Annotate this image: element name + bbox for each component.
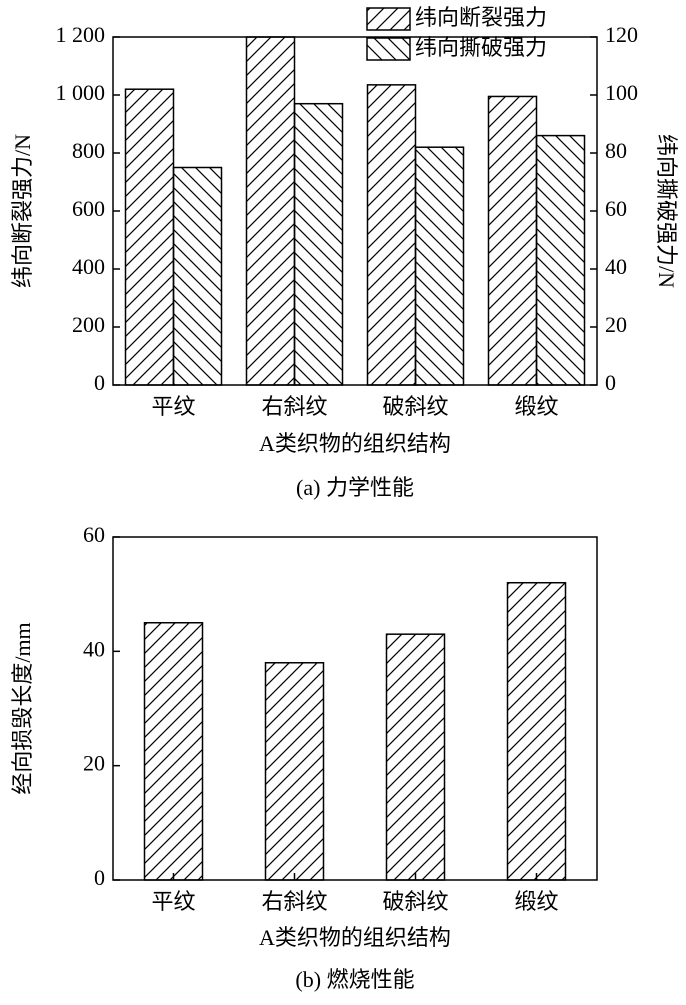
- bar: [535, 134, 586, 386]
- bar: [385, 633, 446, 881]
- y2-tick-label: 0: [605, 370, 616, 395]
- y2-tick-label: 20: [605, 312, 627, 337]
- bar: [506, 581, 567, 881]
- x-axis-label: A类织物的组织结构: [259, 925, 451, 950]
- y-tick-label: 800: [72, 138, 105, 163]
- y-tick-label: 20: [83, 751, 105, 776]
- x-tick-label: 破斜纹: [382, 394, 448, 419]
- y-axis-label: 纬向断裂强力/N: [10, 134, 35, 288]
- caption: (a) 力学性能: [296, 475, 414, 500]
- bar: [245, 36, 296, 386]
- bar: [124, 88, 175, 386]
- x-tick-label: 缎纹: [514, 889, 558, 914]
- y-axis-label: 经向损毁长度/mm: [10, 622, 35, 794]
- y-tick-label: 1 000: [56, 80, 106, 105]
- bar: [172, 166, 223, 386]
- y-tick-label: 600: [72, 196, 105, 221]
- y2-axis-label: 纬向撕破强力/N: [654, 134, 679, 288]
- x-tick-label: 破斜纹: [382, 889, 448, 914]
- y-tick-label: 200: [72, 312, 105, 337]
- x-tick-label: 平纹: [151, 889, 195, 914]
- legend-swatch: [366, 7, 411, 31]
- x-tick-label: 平纹: [151, 394, 195, 419]
- y-tick-label: 1 200: [56, 22, 106, 47]
- bar: [414, 146, 465, 386]
- bar: [366, 84, 417, 386]
- plot-frame: [112, 536, 598, 881]
- y2-tick-label: 40: [605, 254, 627, 279]
- y2-tick-label: 120: [605, 22, 638, 47]
- caption: (b) 燃烧性能: [295, 967, 414, 992]
- x-axis-label: A类织物的组织结构: [259, 431, 451, 456]
- y-tick-label: 400: [72, 254, 105, 279]
- y2-tick-label: 80: [605, 138, 627, 163]
- y-tick-label: 60: [83, 522, 105, 547]
- x-tick-label: 右斜纹: [261, 394, 327, 419]
- x-tick-label: 右斜纹: [261, 889, 327, 914]
- legend-swatch: [366, 37, 411, 61]
- bar: [293, 102, 344, 386]
- y-tick-label: 40: [83, 636, 105, 661]
- legend-label: 纬向撕破强力: [415, 35, 547, 60]
- bar: [264, 662, 325, 881]
- bar: [143, 622, 204, 881]
- bar: [487, 95, 538, 386]
- y-tick-label: 0: [94, 865, 105, 890]
- x-tick-label: 缎纹: [514, 394, 558, 419]
- legend-label: 纬向断裂强力: [415, 5, 547, 30]
- y-tick-label: 0: [94, 370, 105, 395]
- y2-tick-label: 100: [605, 80, 638, 105]
- y2-tick-label: 60: [605, 196, 627, 221]
